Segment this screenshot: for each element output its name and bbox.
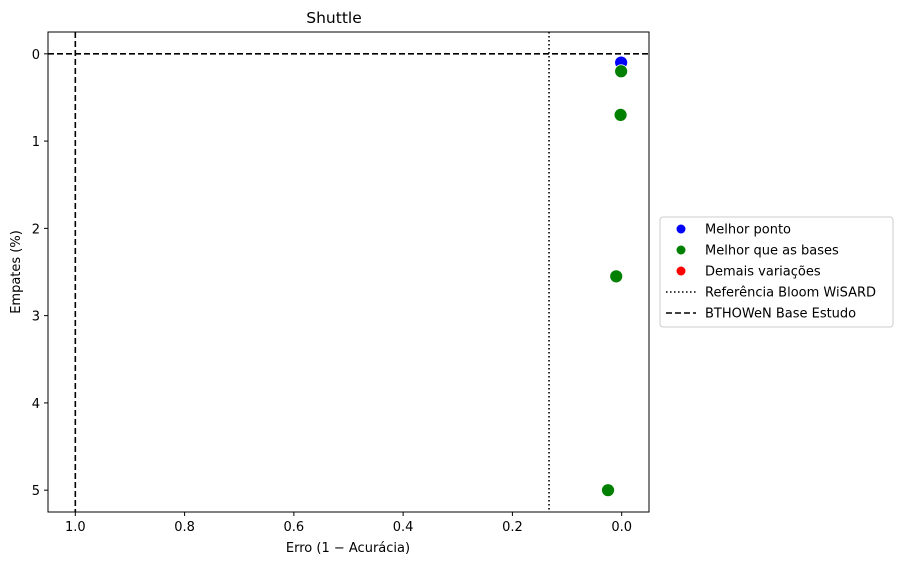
plot-frame bbox=[47, 31, 650, 513]
data-point-series-1-1 bbox=[613, 108, 628, 122]
x-tick-label: 0.8 bbox=[174, 520, 195, 535]
x-axis: 1.0 0.8 0.6 0.4 0.2 0.0 bbox=[65, 512, 632, 535]
y-tick-label: 0 bbox=[32, 48, 40, 63]
legend-label: Referência Bloom WiSARD bbox=[705, 286, 876, 301]
y-tick-label: 3 bbox=[32, 310, 40, 325]
y-axis: 0 1 2 3 4 5 bbox=[32, 48, 48, 499]
x-tick-label: 0.6 bbox=[284, 520, 305, 535]
legend-box bbox=[659, 216, 894, 328]
legend-label: Melhor que as bases bbox=[705, 244, 839, 259]
y-tick-label: 4 bbox=[32, 397, 40, 412]
data-point-series-1-3 bbox=[601, 483, 615, 498]
y-tick-label: 1 bbox=[32, 135, 40, 150]
legend-label: Demais variações bbox=[705, 265, 821, 280]
legend-marker bbox=[676, 245, 686, 255]
x-tick-label: 1.0 bbox=[65, 520, 86, 535]
legend: Melhor ponto Melhor que as bases Demais va… bbox=[659, 216, 894, 328]
x-tick-label: 0.4 bbox=[393, 520, 414, 535]
y-tick-label: 2 bbox=[32, 222, 40, 237]
chart-title: Shuttle bbox=[306, 9, 361, 27]
legend-marker bbox=[676, 224, 686, 234]
x-axis-label: Erro (1 − Acurácia) bbox=[286, 541, 410, 556]
legend-label: BTHOWeN Base Estudo bbox=[705, 307, 856, 322]
data-point-series-1-0 bbox=[614, 64, 629, 79]
data-point-series-1-2 bbox=[609, 269, 624, 284]
legend-marker bbox=[676, 266, 686, 276]
x-tick-label: 0.2 bbox=[502, 520, 523, 535]
plot-area bbox=[48, 32, 649, 512]
y-axis-label: Empates (%) bbox=[9, 230, 24, 314]
y-tick-label: 5 bbox=[32, 484, 40, 499]
x-tick-label: 0.0 bbox=[611, 520, 632, 535]
legend-label: Melhor ponto bbox=[705, 223, 791, 238]
